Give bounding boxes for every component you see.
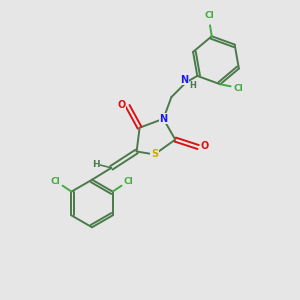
Text: S: S [151,149,158,160]
Text: O: O [117,100,125,110]
Text: H: H [189,81,196,90]
Text: Cl: Cl [124,177,134,186]
Text: N: N [159,114,167,124]
Text: Cl: Cl [234,84,244,93]
Text: O: O [201,141,209,152]
Text: Cl: Cl [205,11,214,20]
Text: H: H [92,160,100,169]
Text: N: N [180,75,188,85]
Text: Cl: Cl [50,177,60,186]
